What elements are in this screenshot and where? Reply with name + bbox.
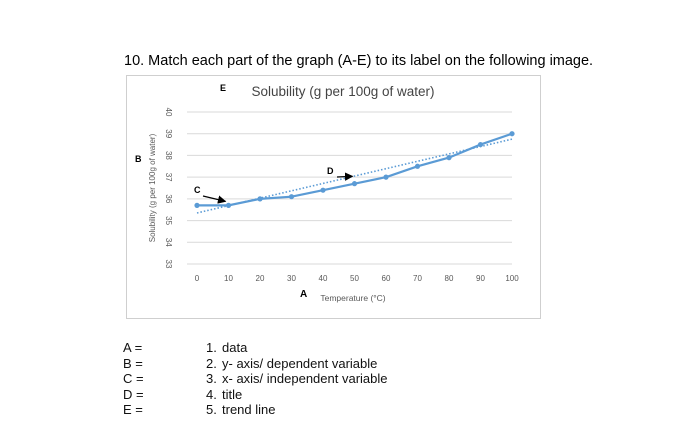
y-tick-label: 33 [164, 260, 173, 269]
option-number: 5. [206, 402, 217, 418]
annotation-d-arrow [336, 172, 354, 181]
data-point [383, 174, 389, 180]
x-tick-label: 0 [195, 274, 200, 283]
annotation-b-y-axis: B [135, 154, 142, 164]
option-item: 4. title [206, 387, 388, 403]
option-text: y- axis/ dependent variable [222, 355, 378, 371]
data-point [446, 155, 452, 161]
data-point [351, 181, 358, 187]
option-item: 1. data [206, 340, 388, 356]
x-tick-label: 100 [505, 274, 519, 283]
option-text: data [222, 340, 248, 355]
data-series-line [197, 132, 513, 207]
match-label-d: D = [123, 386, 144, 402]
question-text: 10. Match each part of the graph (A-E) t… [124, 53, 594, 69]
match-label-e: E = [123, 402, 143, 418]
option-text: title [222, 386, 243, 402]
chart-title: Solubility (g per 100g of water) [251, 84, 434, 99]
y-tick-label: 38 [164, 151, 173, 160]
match-labels-list: A = B = C = D = E = [123, 340, 144, 418]
option-text: trend line [222, 402, 276, 418]
annotation-c-arrow [202, 195, 227, 204]
option-number: 4. [206, 386, 217, 402]
y-tick-label: 40 [164, 108, 173, 117]
annotation-c-data: C [194, 185, 201, 195]
x-tick-label: 30 [287, 274, 296, 283]
annotation-d-trend-line: D [327, 166, 334, 176]
option-item: 3. x- axis/ independent variable [206, 371, 388, 387]
option-number: 1. [206, 340, 217, 355]
option-text: x- axis/ independent variable [222, 371, 388, 387]
data-point [477, 141, 484, 148]
option-number: 2. [206, 355, 217, 371]
options-list: 1. data 2. y- axis/ dependent variable 3. x… [206, 340, 388, 418]
y-axis-label: Solubility (g per 100g of water) [148, 133, 157, 242]
annotation-a-x-axis: A [300, 289, 307, 300]
y-tick-label: 37 [164, 173, 173, 182]
x-tick-label: 10 [224, 274, 233, 283]
data-point [288, 194, 295, 200]
x-tick-label: 60 [382, 274, 391, 283]
x-tick-label: 50 [350, 274, 359, 283]
data-point [509, 131, 515, 137]
x-tick-label: 70 [413, 274, 422, 283]
y-tick-label: 36 [164, 194, 173, 203]
data-point [194, 202, 200, 208]
option-number: 3. [206, 371, 217, 387]
annotation-e-title: E [220, 83, 226, 93]
x-axis-label: Temperature (°C) [320, 293, 385, 303]
x-tick-label: 80 [445, 274, 454, 283]
option-item: 2. y- axis/ dependent variable [206, 356, 388, 372]
solubility-chart: 33 34 35 36 37 38 39 40 0 10 20 30 40 50 60 70 80 90 100 So… [135, 83, 519, 303]
data-point [414, 163, 421, 169]
y-tick-label: 39 [164, 129, 173, 138]
data-point [225, 202, 232, 208]
y-tick-label: 34 [164, 238, 173, 247]
y-tick-label: 35 [164, 216, 173, 225]
x-tick-label: 20 [256, 274, 265, 283]
match-label-a: A = [123, 340, 143, 355]
chart-area: 33 34 35 36 37 38 39 40 0 10 20 30 40 50 60 70 80 90 100 So… [126, 75, 541, 319]
match-label-b: B = [123, 355, 143, 371]
data-point [257, 196, 263, 202]
x-tick-label: 90 [476, 274, 485, 283]
option-item: 5. trend line [206, 402, 388, 418]
match-label-c: C = [123, 371, 144, 387]
data-point [320, 187, 326, 193]
x-tick-label: 40 [319, 274, 328, 283]
